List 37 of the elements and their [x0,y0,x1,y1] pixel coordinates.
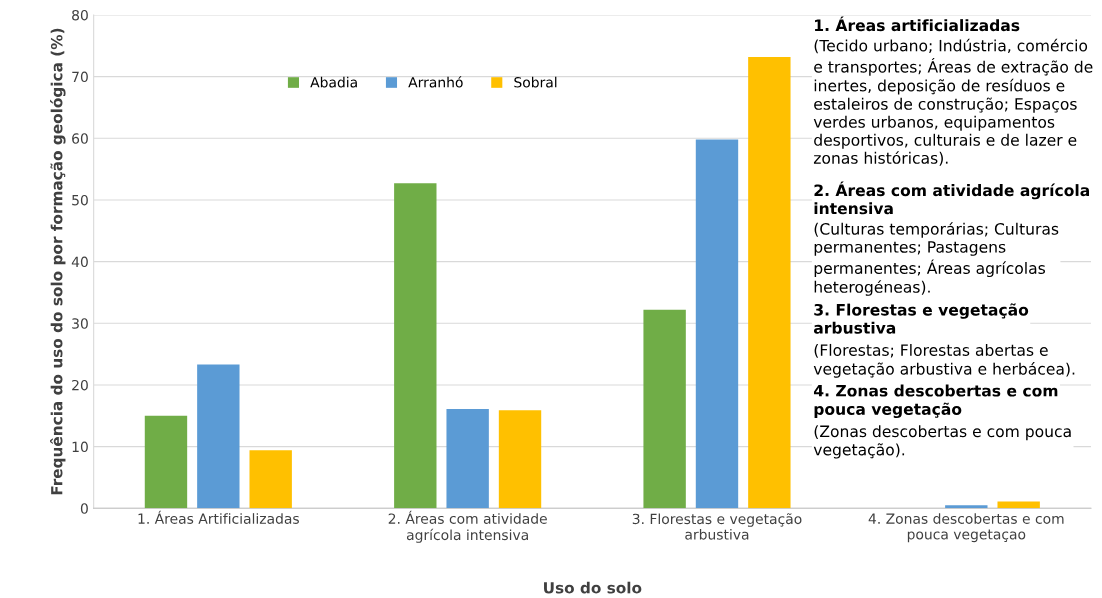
legend-label: Abadia [310,76,357,88]
y-axis-title: Frequência do uso do solo por formação geológica (%) [50,28,66,495]
annotation: (Culturas temporárias; Culturas permanentes; Pastagens permanentes; Áreas agrícolas heterogéneas). [814,222,1059,296]
bar [695,139,739,509]
y-tick-label: 60 [72,133,88,144]
annotation: (Tecido urbano; Indústria, comércio e transportes; Áreas de extração de inertes, deposição de resíduos e estaleiros de construção; Espaços verdes urbanos, equipamentos desportivos, culturais e de lazer e zonas históricas). [813,38,1093,166]
annotation: (Zonas descobertas e com pouca vegetação). [813,425,1071,459]
bar [498,410,542,509]
x-tick-label: 1. Áreas Artificializadas [138,510,299,524]
bar [394,183,437,509]
annotation: 2. Áreas com atividade agrícola intensiva [814,181,1090,215]
y-tick-label: 50 [72,194,88,206]
bar [197,364,240,509]
legend-label: Arranhó [408,76,463,88]
bar [446,409,489,509]
x-tick-label: 3. Florestas e vegetação arbustiva [632,513,802,540]
y-tick-label: 20 [72,379,88,391]
annotation: 4. Zonas descobertas e com pouca vegetação [813,384,1058,419]
legend-label: Sobral [514,76,557,88]
annotation: 1. Áreas artificializadas [815,16,1020,32]
bar [643,309,686,509]
y-tick-label: 40 [71,256,88,268]
x-axis-title: Uso do solo [544,581,642,594]
annotation: (Florestas; Florestas abertas e vegetação arbustiva e herbácea). [813,343,1075,378]
x-tick-label: 2. Áreas com atividade agrícola intensiva [388,510,547,543]
annotation: 3. Florestas e vegetação arbustiva [813,303,1029,334]
bar [997,501,1040,509]
bar [945,505,988,509]
y-tick-label: 10 [72,441,88,453]
x-tick-label: 4. Zonas descobertas e com pouca vegetaçao [868,513,1064,543]
y-tick-label: 30 [72,318,88,329]
y-tick-label: 70 [72,71,88,83]
bar [748,56,791,509]
bar [249,450,292,509]
y-tick-label: 80 [72,9,88,21]
bar [144,415,188,509]
y-tick-label: 0 [80,503,88,514]
